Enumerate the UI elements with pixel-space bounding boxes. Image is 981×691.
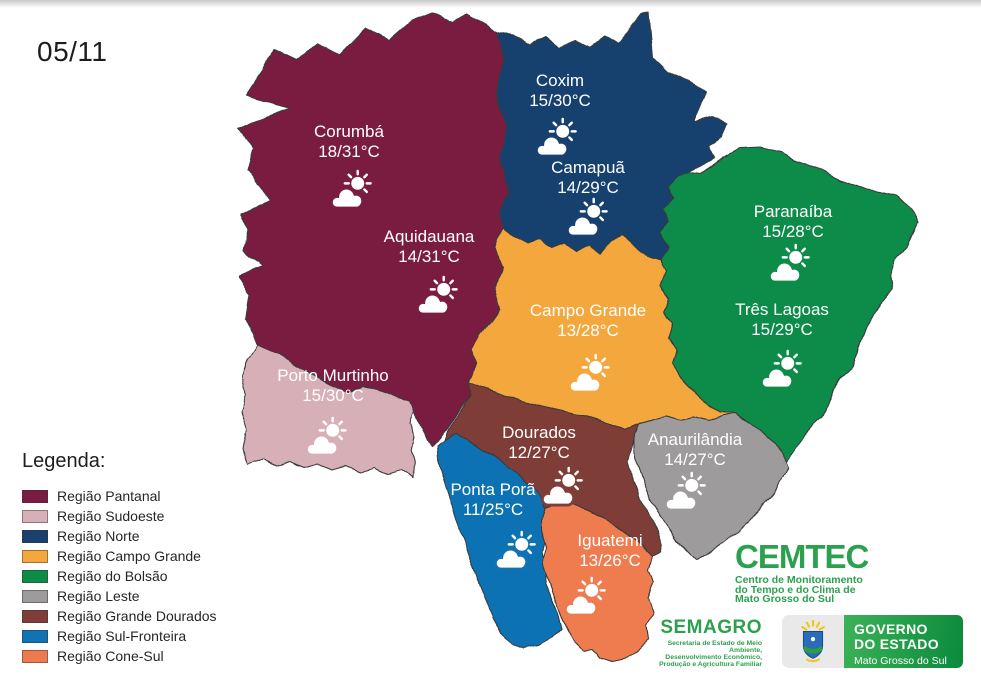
legend-swatch-leste (22, 589, 48, 603)
cemtec-wordmark: CEMTEC (735, 538, 869, 575)
legend-swatch-sul_fronteira (22, 629, 48, 643)
legend-item-sudoeste: Região Sudoeste (22, 506, 217, 526)
legend-swatch-campo_grande (22, 549, 48, 563)
legend-swatch-grande_dourados (22, 609, 48, 623)
region-sul-fronteira (436, 432, 563, 649)
cemtec-subtitle-line: do Tempo e do Clima de (735, 583, 856, 596)
governo-line2: DO ESTADO (854, 635, 939, 652)
cemtec-logo: CEMTEC Centro de Monitoramento do Tempo … (735, 538, 869, 606)
legend-item-campo_grande: Região Campo Grande (22, 546, 217, 566)
governo-text-panel: GOVERNO DO ESTADO Mato Grosso do Sul (844, 615, 963, 668)
semagro-subtitle-line: Desenvolvimento Econômico, (665, 654, 762, 661)
top-gradient-bar (0, 0, 981, 8)
city-temp: 14/31°C (398, 247, 460, 266)
region-sudoeste (240, 344, 417, 479)
legend-swatch-bolsao (22, 569, 48, 583)
semagro-wordmark: SEMAGRO (660, 617, 762, 638)
legend-item-cone_sul: Região Cone-Sul (22, 646, 217, 666)
cemtec-subtitle-line: Mato Grosso do Sul (735, 593, 835, 606)
legend-item-norte: Região Norte (22, 526, 217, 546)
city-temp: 15/29°C (751, 320, 813, 339)
legend-label: Região Norte (57, 528, 140, 544)
semagro-subtitle-line: Produção e Agricultura Familiar (659, 661, 762, 668)
semagro-subtitle: Secretaria de Estado de Meio Ambiente, D… (640, 640, 762, 668)
legend-label: Região Grande Dourados (57, 608, 217, 624)
legend-title: Legenda: (22, 450, 106, 472)
legend-label: Região Pantanal (57, 488, 161, 504)
region-pantanal (237, 11, 510, 447)
city-name: Campo Grande (530, 301, 646, 320)
region-cone-sul (542, 502, 655, 662)
region-leste (633, 411, 790, 562)
city-temp: 11/25°C (463, 500, 523, 519)
city-name: Corumbá (314, 122, 384, 141)
city-temp: 13/26°C (579, 551, 641, 570)
city-temp: 12/27°C (508, 443, 570, 462)
city-name: Camapuã (551, 158, 625, 177)
city-temp: 18/31°C (318, 142, 380, 161)
cemtec-subtitle: Centro de Monitoramento do Tempo e do Cl… (735, 574, 868, 606)
city-temp: 13/28°C (557, 321, 619, 340)
city-labels: Corumbá18/31°CAquidauana14/31°CCoxim15/3… (277, 71, 833, 617)
date-label: 05/11 (37, 36, 108, 67)
legend-label: Região Leste (57, 588, 140, 604)
city-temp: 15/28°C (762, 222, 824, 241)
city-name: Aquidauana (384, 227, 475, 246)
legend-swatch-sudoeste (22, 509, 48, 523)
city-name: Anaurilândia (648, 430, 743, 449)
coat-of-arms-icon (782, 615, 844, 668)
legend-item-grande_dourados: Região Grande Dourados (22, 606, 217, 626)
governo-line3: Mato Grosso do Sul (854, 655, 947, 667)
legend: Legenda: Região Pantanal Região Sudoeste R… (22, 450, 217, 666)
city-name: Coxim (536, 71, 584, 90)
legend-label: Região do Bolsão (57, 568, 168, 584)
legend-swatch-cone_sul (22, 649, 48, 663)
city-name: Porto Murtinho (277, 366, 389, 385)
legend-label: Região Cone-Sul (57, 648, 164, 664)
city-name: Ponta Porã (450, 480, 536, 499)
legend-item-bolsao: Região do Bolsão (22, 566, 217, 586)
cemtec-subtitle-line: Centro de Monitoramento (735, 574, 863, 586)
city-name: Dourados (502, 423, 576, 442)
legend-label: Região Campo Grande (57, 548, 201, 564)
legend-swatch-norte (22, 529, 48, 543)
city-temp: 15/30°C (529, 91, 591, 110)
city-temp: 15/30°C (302, 386, 364, 405)
city-temp: 14/27°C (664, 450, 726, 469)
governo-logo: GOVERNO DO ESTADO Mato Grosso do Sul (782, 615, 963, 668)
legend-items: Região Pantanal Região Sudoeste Região Nor… (22, 486, 217, 666)
legend-item-sul_fronteira: Região Sul-Fronteira (22, 626, 217, 646)
city-name: Iguatemi (577, 531, 642, 550)
legend-item-leste: Região Leste (22, 586, 217, 606)
legend-swatch-pantanal (22, 489, 48, 503)
city-temp: 14/29°C (557, 178, 619, 197)
city-name: Paranaíba (754, 202, 833, 221)
governo-line1: GOVERNO (854, 621, 928, 637)
city-name: Três Lagoas (735, 300, 829, 319)
legend-label: Região Sudoeste (57, 508, 165, 524)
semagro-subtitle-line: Secretaria de Estado de Meio Ambiente, (667, 640, 762, 654)
semagro-logo: SEMAGRO Secretaria de Estado de Meio Amb… (640, 618, 762, 668)
legend-item-pantanal: Região Pantanal (22, 486, 217, 506)
legend-label: Região Sul-Fronteira (57, 628, 187, 644)
